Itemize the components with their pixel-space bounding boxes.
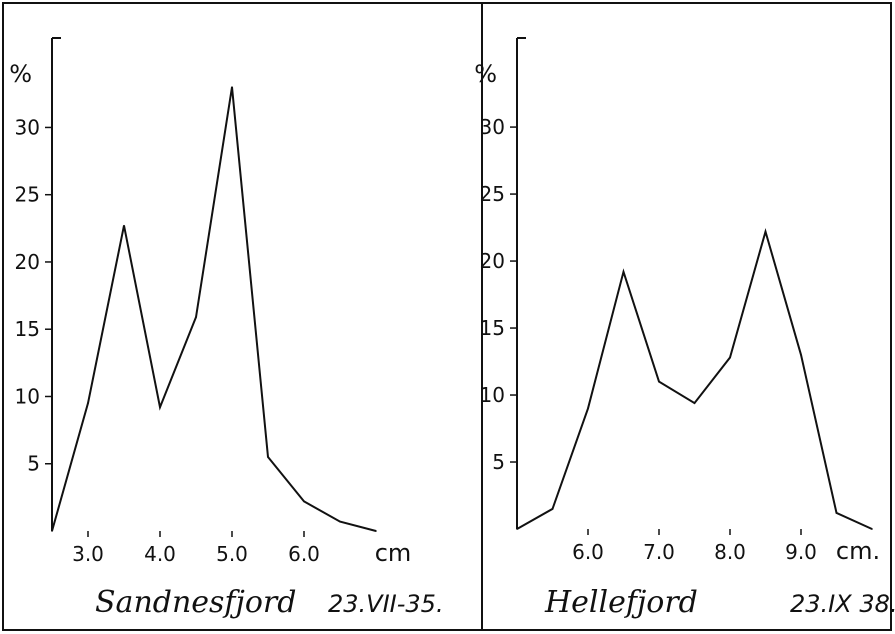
data-point bbox=[267, 456, 269, 458]
y-tick-label: 15 bbox=[480, 316, 505, 340]
data-point bbox=[693, 402, 696, 404]
data-point bbox=[551, 508, 554, 510]
data-point bbox=[835, 512, 838, 514]
data-point bbox=[51, 530, 53, 532]
data-point bbox=[871, 528, 873, 530]
data-point bbox=[231, 86, 233, 88]
y-tick-label: 30 bbox=[15, 115, 40, 139]
y-tick-label: 20 bbox=[480, 249, 505, 273]
data-point bbox=[729, 356, 731, 359]
y-axis-label: % bbox=[474, 60, 497, 88]
x-axis-label: cm. bbox=[836, 537, 880, 565]
data-point bbox=[622, 270, 625, 273]
y-tick-label: 10 bbox=[15, 384, 40, 408]
x-tick-label: 4.0 bbox=[144, 542, 176, 566]
data-point bbox=[587, 407, 589, 410]
y-tick-label: 25 bbox=[480, 182, 505, 206]
y-tick-label: 25 bbox=[15, 183, 40, 207]
data-point bbox=[195, 316, 197, 318]
x-tick-label: 9.0 bbox=[785, 540, 817, 564]
chart-panel-sandnesfjord: 5 10 15 20 25 30% 3.0 4.0 5.0 6.0 cm Sandnesfjord 23… bbox=[9, 37, 444, 620]
y-tick-label: 15 bbox=[15, 317, 40, 341]
data-point bbox=[800, 354, 802, 356]
x-tick-label: 3.0 bbox=[72, 542, 104, 566]
x-tick-label: 6.0 bbox=[288, 542, 320, 566]
y-tick-label: 30 bbox=[480, 115, 505, 139]
x-tick-label: 8.0 bbox=[714, 540, 746, 564]
caption-location: Sandnesfjord bbox=[95, 585, 296, 620]
y-tick-label: 5 bbox=[27, 452, 40, 476]
y-tick-label: 5 bbox=[492, 450, 505, 474]
data-point bbox=[87, 402, 89, 405]
caption-location: Hellefjord bbox=[544, 585, 698, 620]
data-point bbox=[375, 530, 377, 532]
x-tick-label: 5.0 bbox=[216, 542, 248, 566]
x-axis-label: cm bbox=[375, 539, 412, 567]
chart-panel-hellefjord: 5 10 15 20 25 30% 6.0 7.0 8.0 9.0 cm. Hellefjord 23.… bbox=[474, 37, 895, 620]
data-point bbox=[516, 528, 518, 530]
x-tick-label: 6.0 bbox=[572, 540, 604, 564]
data-line bbox=[516, 227, 873, 530]
y-axis-label: % bbox=[9, 60, 32, 88]
data-point bbox=[764, 230, 767, 233]
caption-date: 23.VII-35. bbox=[328, 590, 444, 618]
y-tick-label: 20 bbox=[15, 250, 40, 274]
data-point bbox=[339, 520, 341, 523]
y-tick-label: 10 bbox=[480, 383, 505, 407]
data-point bbox=[159, 406, 161, 409]
data-point bbox=[303, 500, 305, 503]
x-tick-label: 7.0 bbox=[643, 540, 675, 564]
data-line bbox=[51, 86, 377, 532]
data-point bbox=[658, 380, 660, 383]
data-point bbox=[123, 224, 125, 227]
caption-date: 23.IX 38. bbox=[790, 590, 895, 618]
